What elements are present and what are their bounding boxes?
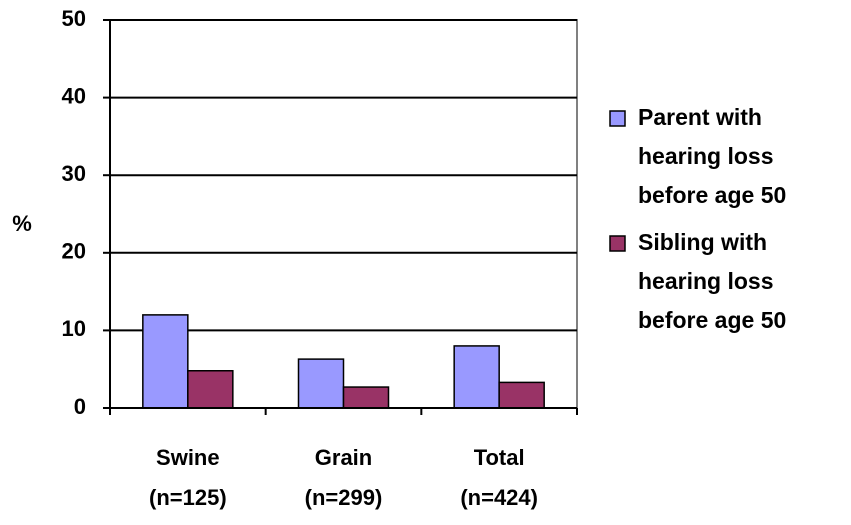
y-axis-label: % <box>12 211 32 236</box>
legend-label: Sibling with hearing loss before age 50 <box>638 229 787 333</box>
x-tick-label: Grain (n=299) <box>304 445 383 510</box>
bar <box>342 386 390 409</box>
y-tick-label: 40 <box>62 83 86 108</box>
bar <box>187 370 234 409</box>
bar <box>142 314 189 409</box>
bar <box>453 345 500 409</box>
legend-swatch <box>609 235 626 252</box>
legend-swatch <box>609 110 626 127</box>
legend-label: Parent with hearing loss before age 50 <box>638 104 787 208</box>
y-tick-label: 10 <box>62 316 86 341</box>
bar <box>297 358 345 409</box>
y-tick-label: 30 <box>62 161 86 186</box>
y-tick-label: 0 <box>74 394 86 419</box>
x-tick-label: Swine (n=125) <box>149 445 227 510</box>
bar <box>498 381 545 409</box>
x-tick-label: Total (n=424) <box>460 445 538 510</box>
y-tick-label: 20 <box>62 239 86 264</box>
y-tick-label: 50 <box>62 6 86 31</box>
